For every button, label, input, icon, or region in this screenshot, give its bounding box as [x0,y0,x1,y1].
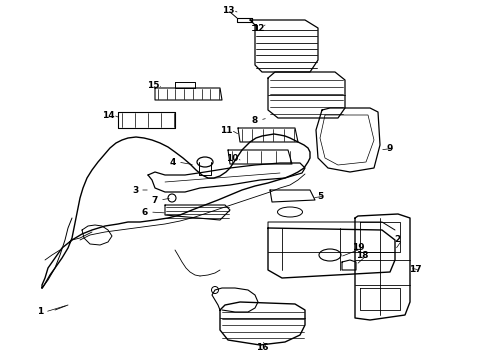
Text: 11: 11 [220,126,232,135]
Text: 9: 9 [387,144,393,153]
Text: 5: 5 [317,192,323,201]
Text: 1: 1 [37,307,43,316]
Text: 14: 14 [102,111,114,120]
Text: 19: 19 [352,243,364,252]
Text: 17: 17 [409,266,421,275]
Text: 18: 18 [356,251,368,260]
Text: 10: 10 [226,153,238,162]
Text: 6: 6 [142,207,148,216]
Text: 16: 16 [256,343,268,352]
Text: 7: 7 [152,195,158,204]
Text: 4: 4 [170,158,176,166]
Text: 15: 15 [147,81,159,90]
Text: 8: 8 [252,116,258,125]
Text: 13: 13 [222,5,234,14]
Text: 12: 12 [252,23,264,32]
Text: 3: 3 [132,185,138,194]
Text: 2: 2 [394,235,400,244]
